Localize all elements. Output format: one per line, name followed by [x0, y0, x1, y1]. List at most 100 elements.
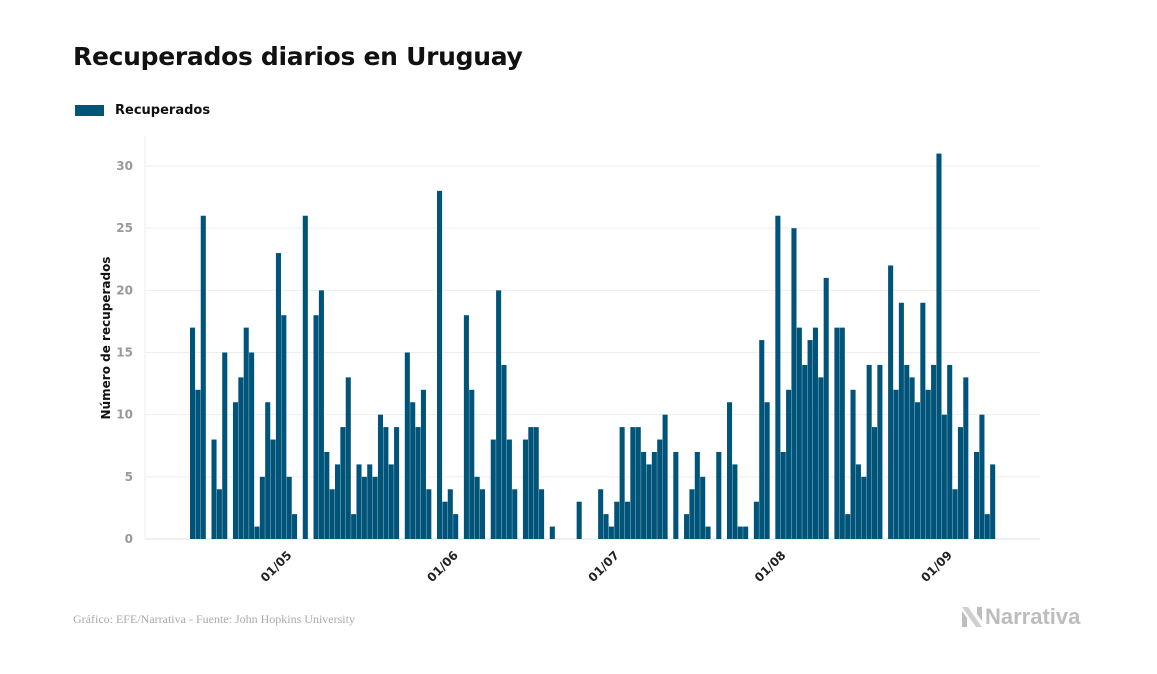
bar-25/07 [743, 526, 749, 539]
bar-11/06 [506, 439, 512, 539]
bar-28/04 [270, 439, 276, 539]
bar-23/04 [243, 327, 249, 539]
logo-text: Narrativa [985, 604, 1081, 629]
bar-02/07 [619, 427, 625, 539]
bar-29/08 [931, 364, 937, 539]
bar-31/07 [775, 215, 781, 539]
bar-22/04 [238, 377, 244, 539]
legend-swatch [75, 105, 104, 116]
x-tick-label: 01/06 [424, 548, 461, 585]
bar-09/09 [990, 464, 996, 539]
x-tick-label: 01/09 [918, 548, 955, 585]
bar-15/08 [855, 464, 861, 539]
bar-02/05 [292, 514, 298, 539]
bar-09/05 [329, 489, 335, 539]
bar-19/06 [549, 526, 555, 539]
bar-07/05 [318, 290, 324, 539]
bar-21/08 [888, 265, 894, 539]
bar-26/08 [914, 402, 921, 539]
legend: Recuperados [75, 103, 210, 118]
bar-03/07 [624, 501, 631, 539]
bar-29/04 [275, 253, 281, 540]
bar-24/04 [249, 352, 255, 539]
bar-31/08 [941, 414, 947, 539]
bar-23/05 [404, 352, 410, 539]
x-tick-label: 01/05 [258, 548, 295, 585]
bar-29/07 [764, 402, 770, 539]
bar-04/09 [963, 377, 969, 539]
bar-23/07 [732, 464, 738, 539]
bar-19/04 [222, 352, 228, 539]
bar-01/08 [780, 451, 786, 539]
bar-27/07 [753, 501, 759, 539]
bar-03/06 [463, 315, 469, 539]
bar-17/05 [372, 476, 378, 539]
bar-23/08 [898, 302, 904, 539]
bar-06/08 [807, 340, 813, 539]
bar-18/08 [871, 427, 878, 539]
bar-19/08 [877, 364, 883, 539]
bar-12/05 [345, 377, 351, 539]
bar-13/05 [351, 514, 357, 539]
bar-09/07 [657, 439, 663, 539]
bar-24/06 [576, 501, 582, 539]
bar-16/08 [861, 476, 867, 539]
bar-06/09 [974, 451, 980, 539]
bar-08/09 [984, 514, 990, 539]
bar-18/05 [377, 414, 384, 539]
bar-05/08 [802, 364, 808, 539]
bar-01/07 [614, 501, 620, 539]
bar-13/08 [845, 514, 851, 539]
bar-27/08 [920, 302, 926, 539]
bar-30/04 [281, 315, 287, 539]
chart-title: Recuperados diarios en Uruguay [73, 42, 523, 71]
bar-28/06 [598, 489, 604, 539]
y-tick-label: 5 [125, 470, 133, 484]
bar-06/06 [479, 489, 486, 539]
source-credit: Gráfico: EFE/Narrativa - Fuente: John Ho… [73, 612, 355, 626]
bar-17/06 [539, 489, 545, 539]
bar-13/04 [190, 327, 196, 539]
bar-20/05 [388, 464, 394, 539]
bar-24/07 [737, 526, 743, 539]
bar-08/06 [490, 439, 496, 539]
bar-29/05 [437, 190, 443, 539]
x-tick-label: 01/07 [585, 548, 622, 585]
bar-26/04 [259, 476, 265, 539]
bar-25/04 [254, 526, 260, 539]
bar-14/08 [850, 389, 856, 539]
bar-21/05 [394, 427, 400, 539]
bar-24/08 [904, 364, 910, 539]
bar-14/07 [684, 514, 690, 539]
bar-15/06 [528, 427, 534, 539]
y-tick-label: 20 [116, 283, 133, 297]
bar-16/06 [533, 427, 539, 539]
bar-01/06 [453, 514, 459, 539]
bar-17/07 [700, 476, 706, 539]
bar-05/06 [474, 476, 480, 539]
bar-07/09 [979, 414, 985, 539]
bar-04/08 [796, 327, 802, 539]
x-tick-label: 01/08 [752, 548, 789, 585]
narrativa-logo-icon [962, 607, 982, 627]
bar-15/05 [361, 476, 367, 539]
bar-08/08 [818, 377, 824, 539]
bar-25/05 [415, 427, 421, 539]
bar-12/06 [512, 489, 518, 539]
bar-07/08 [812, 327, 818, 539]
bar-03/09 [957, 427, 963, 539]
bar-02/09 [952, 489, 958, 539]
narrativa-logo: Narrativa [962, 604, 1080, 630]
bar-18/04 [216, 489, 222, 539]
bar-09/08 [823, 277, 829, 539]
bar-03/08 [791, 228, 797, 539]
bar-05/07 [635, 427, 641, 539]
bar-30/08 [936, 153, 942, 540]
bar-17/08 [866, 364, 872, 539]
bar-14/06 [522, 439, 529, 539]
bar-30/05 [442, 501, 448, 539]
bar-26/05 [420, 389, 426, 539]
bar-27/04 [265, 402, 271, 539]
bar-10/07 [662, 414, 668, 539]
bar-12/08 [839, 327, 845, 539]
